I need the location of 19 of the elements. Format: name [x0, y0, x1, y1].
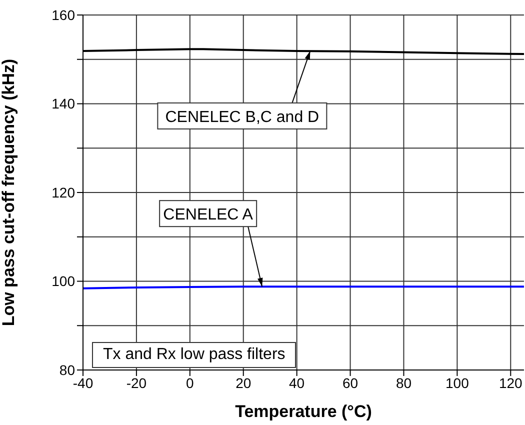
x-tick-label: 0	[186, 374, 194, 391]
x-axis-title: Temperature (°C)	[235, 402, 372, 421]
x-tick-label: 40	[289, 374, 305, 391]
annotation: CENELEC A	[163, 206, 254, 224]
annotation: Tx and Rx low pass filters	[92, 342, 296, 368]
y-axis-title: Low pass cut-off frequency (kHz)	[0, 58, 18, 326]
x-tick-label: 100	[446, 374, 470, 391]
y-tick-label: 100	[52, 273, 76, 290]
y-tick-label: 80	[59, 362, 76, 378]
x-tick-label: -20	[126, 374, 147, 391]
annotation: CENELEC B,C and D	[165, 108, 320, 126]
x-tick-label: 20	[236, 374, 252, 391]
x-tick-label: 120	[498, 374, 523, 391]
y-tick-label: 160	[52, 6, 76, 23]
y-tick-label: 140	[52, 96, 76, 112]
x-tick-label: 80	[396, 374, 412, 391]
x-tick-label: 60	[342, 374, 358, 391]
x-tick-label: -40	[72, 374, 94, 391]
y-tick-label: 120	[52, 184, 76, 200]
